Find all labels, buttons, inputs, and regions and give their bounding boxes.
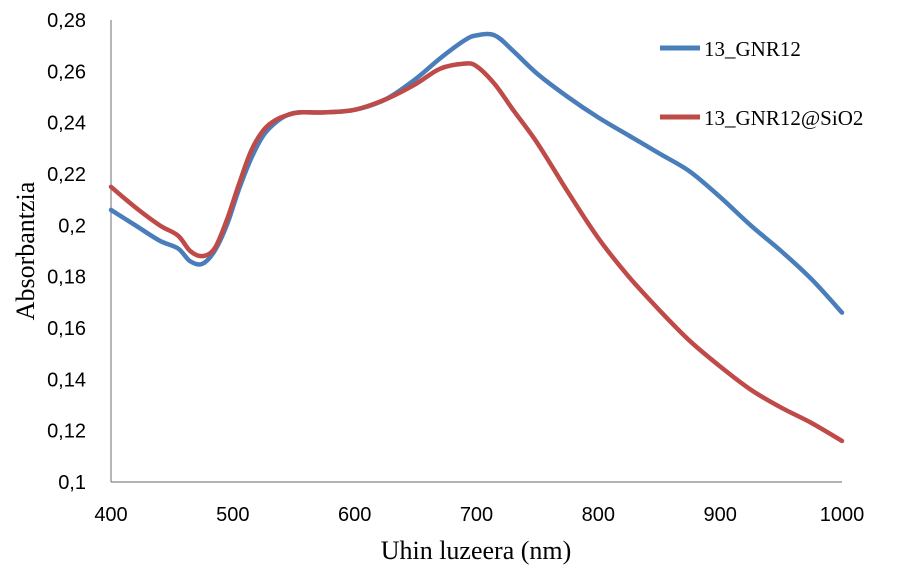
series-line-2 xyxy=(108,61,845,444)
y-tick-label: 0,12 xyxy=(47,421,86,443)
y-tick-label: 0,1 xyxy=(58,472,86,494)
legend: 13_GNR12 13_GNR12@SiO2 xyxy=(660,37,863,130)
y-tick-label: 0,22 xyxy=(47,164,86,186)
x-axis-title: Uhin luzeera (nm) xyxy=(381,536,572,565)
plot-area xyxy=(110,20,842,483)
y-tick-label: 0,16 xyxy=(47,318,86,340)
x-tick-label: 600 xyxy=(338,504,371,526)
y-tick-label: 0,2 xyxy=(58,215,86,237)
legend-label-2: 13_GNR12@SiO2 xyxy=(704,106,863,130)
x-tick-label: 800 xyxy=(582,504,615,526)
y-tick-label: 0,24 xyxy=(47,113,86,135)
y-tick-label: 0,28 xyxy=(47,10,86,32)
x-tick-label: 500 xyxy=(216,504,249,526)
x-tick-label: 400 xyxy=(94,504,127,526)
y-tick-labels: 0,1 0,12 0,14 0,16 0,18 0,2 0,22 0,24 0,26 0,28 xyxy=(47,10,86,494)
y-tick-label: 0,18 xyxy=(47,267,86,289)
x-tick-labels: 400 500 600 700 800 900 1000 xyxy=(94,504,864,526)
series-line-1 xyxy=(108,31,845,315)
y-axis-title: Absorbantzia xyxy=(11,181,40,320)
x-tick-label: 1000 xyxy=(820,504,865,526)
x-tick-label: 900 xyxy=(703,504,736,526)
legend-label-1: 13_GNR12 xyxy=(704,37,801,61)
x-tick-label: 700 xyxy=(460,504,493,526)
y-tick-label: 0,14 xyxy=(47,369,86,391)
series-lines xyxy=(108,31,845,444)
y-tick-label: 0,26 xyxy=(47,61,86,83)
